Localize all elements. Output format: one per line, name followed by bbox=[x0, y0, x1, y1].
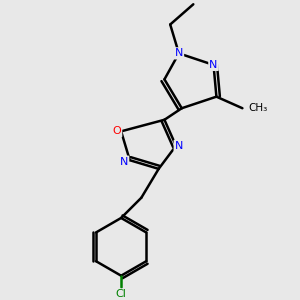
Text: Cl: Cl bbox=[116, 290, 127, 299]
Text: N: N bbox=[175, 141, 183, 151]
Text: N: N bbox=[120, 157, 128, 166]
Text: CH₃: CH₃ bbox=[248, 103, 267, 113]
Text: N: N bbox=[175, 48, 183, 59]
Text: O: O bbox=[112, 126, 121, 136]
Text: N: N bbox=[209, 60, 218, 70]
